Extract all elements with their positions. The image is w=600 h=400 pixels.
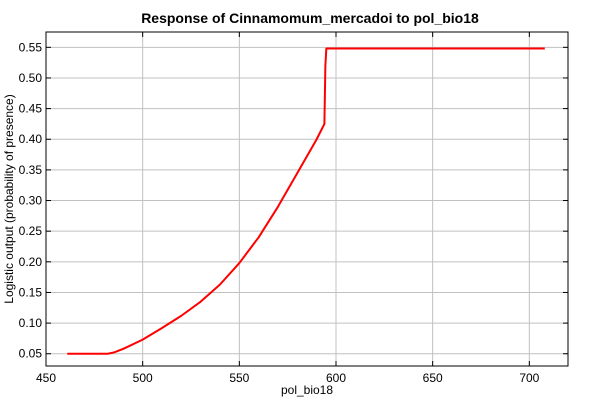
y-tick-label: 0.55 bbox=[19, 40, 43, 54]
series-layer bbox=[67, 47, 545, 355]
y-axis-label: Logistic output (probability of presence… bbox=[2, 94, 16, 303]
chart-title: Response of Cinnamomum_mercadoi to pol_b… bbox=[141, 10, 479, 26]
y-tick-label: 0.35 bbox=[19, 163, 43, 177]
y-tick-label: 0.25 bbox=[19, 224, 43, 238]
grid-lines bbox=[45, 32, 568, 366]
x-axis-label: pol_bio18 bbox=[281, 383, 333, 397]
x-tick-label: 550 bbox=[229, 371, 249, 385]
plot-frame bbox=[45, 31, 569, 367]
x-tick-label: 650 bbox=[423, 371, 443, 385]
y-tick-label: 0.45 bbox=[19, 102, 43, 116]
x-tick-label: 500 bbox=[133, 371, 153, 385]
y-tick-label: 0.50 bbox=[19, 71, 43, 85]
y-tick-label: 0.10 bbox=[19, 316, 43, 330]
y-tick-label: 0.15 bbox=[19, 285, 43, 299]
x-tick-label: 700 bbox=[519, 371, 539, 385]
y-tick-label: 0.40 bbox=[19, 132, 43, 146]
axis-ticks: 450 500 550 600 650 700 0.05 0.10 0.15 0.20 0.25 0.… bbox=[19, 32, 568, 385]
y-tick-label: 0.20 bbox=[19, 255, 43, 269]
x-tick-label: 450 bbox=[36, 371, 56, 385]
y-tick-label: 0.05 bbox=[19, 347, 43, 361]
response-curve bbox=[67, 47, 545, 355]
y-tick-label: 0.30 bbox=[19, 194, 43, 208]
x-tick-label: 600 bbox=[326, 371, 346, 385]
